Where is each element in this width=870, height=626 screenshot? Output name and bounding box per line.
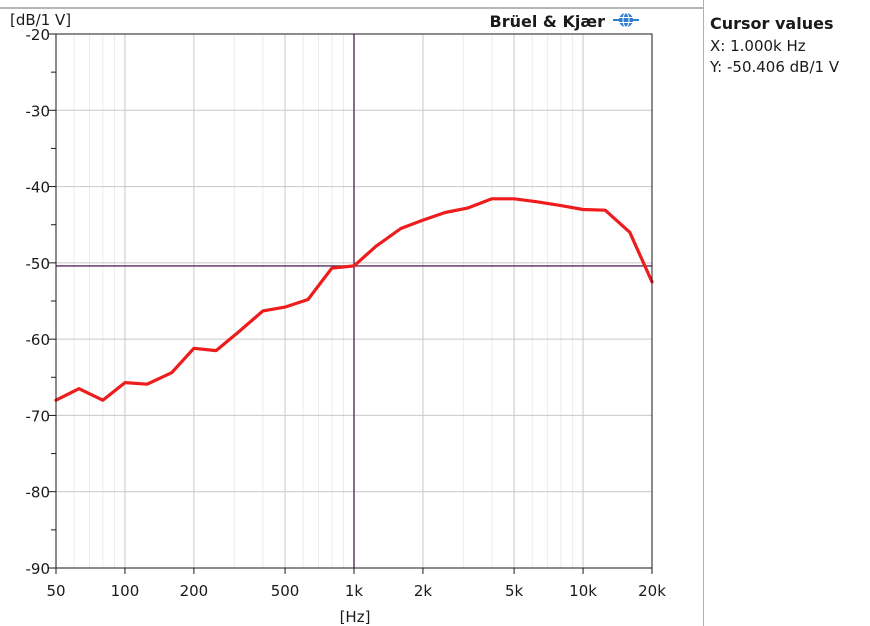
y-tick-label: -40 <box>26 179 51 197</box>
plot-area-border <box>55 33 653 569</box>
series-line <box>54 197 654 402</box>
x-axis-label: [Hz] <box>340 608 371 626</box>
y-tick-label: -70 <box>26 407 51 425</box>
x-tick-label: 200 <box>180 582 209 600</box>
y-tick-label: -90 <box>26 560 51 578</box>
minor-grid <box>73 34 574 568</box>
y-axis-label: [dB/1 V] <box>10 11 71 29</box>
y-tick-label: -20 <box>26 26 51 44</box>
x-tick-label: 1k <box>345 582 364 600</box>
cursor-y-value: Y: -50.406 dB/1 V <box>710 58 840 76</box>
x-tick-label: 50 <box>46 582 65 600</box>
y-tick-labels: -20 -30 -40 -50 -60 -70 -80 -90 <box>26 26 51 578</box>
x-tick-label: 5k <box>505 582 524 600</box>
cursor-values-panel: Cursor values X: 1.000k Hz Y: -50.406 dB… <box>703 0 870 626</box>
x-tick-label: 2k <box>414 582 433 600</box>
series-layer <box>54 197 654 402</box>
minor-ticks <box>48 33 653 574</box>
y-tick-label: -60 <box>26 331 51 349</box>
y-tick-label: -80 <box>26 484 51 502</box>
globe-icon <box>613 12 639 28</box>
x-tick-label: 100 <box>111 582 140 600</box>
x-tick-label: 10k <box>569 582 597 600</box>
y-tick-label: -30 <box>26 102 51 120</box>
x-tick-label: 20k <box>638 582 666 600</box>
chart-background <box>0 0 703 626</box>
x-tick-label: 500 <box>271 582 300 600</box>
brand-logo-text: Brüel & Kjær <box>490 12 606 31</box>
cursor-values-title: Cursor values <box>710 14 834 33</box>
y-tick-label: -50 <box>26 255 51 273</box>
x-tick-labels: 50 100 200 500 1k 2k 5k 10k 20k <box>46 582 666 600</box>
cursor-x-value: X: 1.000k Hz <box>710 37 806 55</box>
